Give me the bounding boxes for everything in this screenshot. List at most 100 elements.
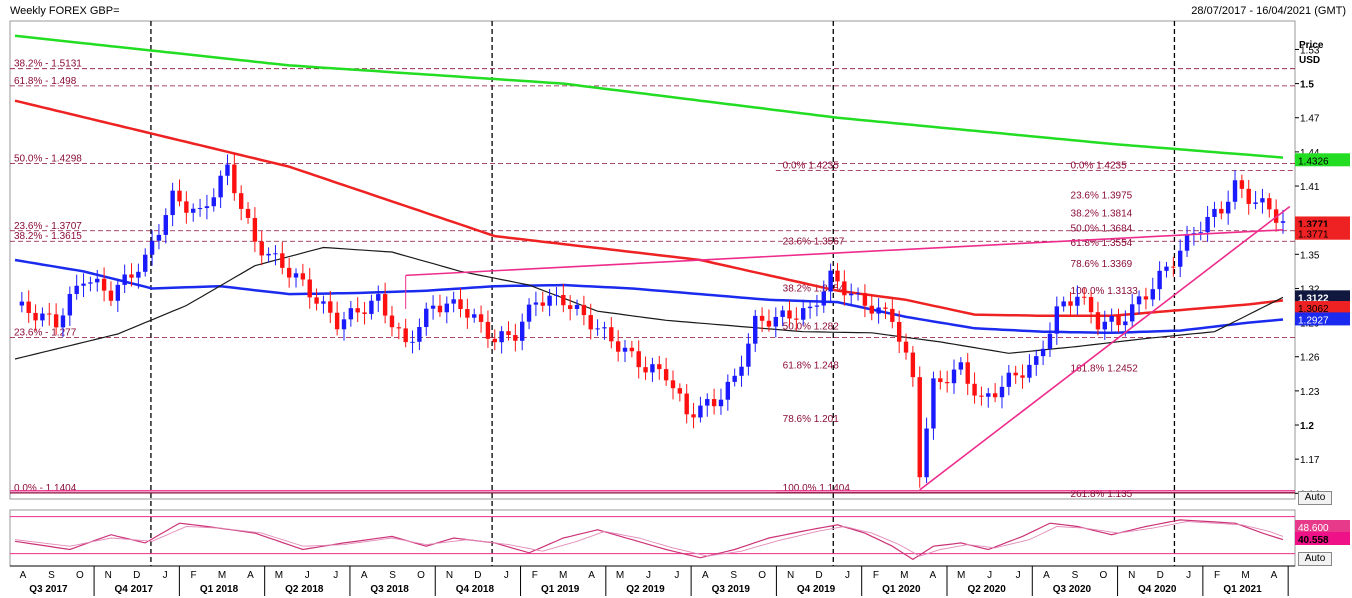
candle-body bbox=[561, 294, 566, 306]
fib-level-label: 78.6% 1.3369 bbox=[1071, 259, 1133, 270]
fib-level-label: 23.6% - 1.3707 bbox=[14, 221, 82, 232]
x-month-label: D bbox=[1157, 570, 1164, 581]
fib-level-label: 50.0% 1.3684 bbox=[1071, 223, 1133, 234]
rsi-plot-frame bbox=[9, 509, 1296, 567]
candle-body bbox=[499, 331, 504, 343]
x-quarter-label: Q2 2020 bbox=[967, 584, 1006, 595]
candle-body bbox=[588, 315, 593, 330]
candle-body bbox=[252, 217, 258, 242]
fib-level-label: 38.2% 1.3814 bbox=[1071, 209, 1133, 220]
x-quarter-label: Q2 2019 bbox=[626, 584, 665, 595]
candle-body bbox=[1123, 321, 1128, 326]
x-month-label: D bbox=[474, 570, 481, 581]
price-label-box bbox=[1295, 226, 1350, 240]
candle-body bbox=[95, 278, 100, 283]
quarter-divider-lines bbox=[150, 21, 1176, 566]
auto-scale-button-rsi[interactable]: Auto bbox=[1298, 552, 1332, 566]
rsi-line bbox=[14, 521, 1284, 557]
x-month-label: M bbox=[616, 570, 624, 581]
candle-body bbox=[1040, 348, 1046, 357]
auto-scale-button-main[interactable]: Auto bbox=[1298, 491, 1332, 505]
x-month-label: O bbox=[758, 570, 766, 581]
candle-body bbox=[1047, 333, 1053, 349]
candle-body bbox=[170, 190, 175, 216]
candle-body bbox=[1082, 296, 1087, 298]
candle-body bbox=[1116, 315, 1121, 326]
rsi-value-box bbox=[1295, 520, 1350, 533]
candle-body bbox=[1006, 372, 1012, 387]
candle-body bbox=[74, 285, 79, 294]
x-month-label: J bbox=[1016, 570, 1021, 581]
fib-level-label: 261.8% 1.135 bbox=[1071, 489, 1133, 500]
candle-body bbox=[451, 299, 456, 304]
fib-level-label: 23.6% 1.3975 bbox=[1071, 190, 1133, 201]
candle-body bbox=[609, 327, 614, 342]
candle-body bbox=[766, 320, 772, 327]
candle-body bbox=[1130, 304, 1135, 322]
x-month-label: S bbox=[389, 570, 396, 581]
candle-body bbox=[369, 300, 374, 314]
candle-body bbox=[547, 295, 552, 306]
candle-body bbox=[1225, 201, 1231, 214]
candle-body bbox=[540, 302, 545, 306]
candle-body bbox=[526, 304, 532, 322]
fib-level-label: 0.0% 1.4235 bbox=[783, 161, 840, 172]
resistance-trend-line bbox=[405, 229, 1284, 277]
y-tick-label: 1.17 bbox=[1300, 455, 1320, 466]
candle-body bbox=[896, 321, 902, 342]
candle-body bbox=[1267, 198, 1272, 210]
candle-body bbox=[403, 328, 408, 343]
price-label-text: 1.3771 bbox=[1298, 219, 1329, 230]
candle-body bbox=[650, 364, 655, 373]
candle-body bbox=[129, 274, 134, 278]
y-tick-label: 1.2 bbox=[1300, 421, 1314, 432]
candle-body bbox=[184, 201, 189, 213]
moving-averages bbox=[14, 34, 1284, 360]
candle-body bbox=[149, 240, 155, 255]
candle-body bbox=[739, 366, 744, 376]
candle-body bbox=[986, 393, 991, 397]
candle-body bbox=[314, 297, 319, 304]
price-label-box bbox=[1295, 301, 1350, 315]
candle-body bbox=[478, 314, 484, 322]
x-quarter-label: Q1 2019 bbox=[541, 584, 580, 595]
x-month-label: M bbox=[559, 570, 567, 581]
price-label-text: 1.3122 bbox=[1298, 293, 1329, 304]
candle-body bbox=[842, 281, 847, 296]
candle-body bbox=[396, 327, 402, 329]
candle-body bbox=[862, 293, 868, 306]
candle-body bbox=[903, 341, 909, 353]
candle-body bbox=[280, 253, 285, 268]
candle-body bbox=[554, 294, 559, 296]
candle-body bbox=[869, 305, 874, 314]
candle-body bbox=[26, 301, 31, 313]
candle-body bbox=[1177, 250, 1183, 267]
moving-average-line bbox=[14, 34, 1284, 159]
price-label-box bbox=[1295, 216, 1350, 230]
candle-body bbox=[574, 304, 580, 309]
candle-body bbox=[444, 303, 450, 313]
candle-body bbox=[1075, 296, 1080, 306]
x-month-label: A bbox=[1271, 570, 1278, 581]
fib-level-label: 100.0% 1.3133 bbox=[1071, 286, 1139, 297]
candle-body bbox=[1068, 301, 1073, 306]
candle-body bbox=[197, 208, 203, 210]
candle-body bbox=[629, 347, 635, 352]
candle-body bbox=[787, 310, 792, 319]
candle-body bbox=[1171, 266, 1176, 268]
candle-body bbox=[458, 299, 463, 310]
price-label-text: 1.3062 bbox=[1298, 304, 1329, 315]
candle-body bbox=[1253, 202, 1258, 204]
candle-body bbox=[1246, 188, 1251, 204]
candle-body bbox=[40, 313, 45, 321]
x-quarter-label: Q3 2018 bbox=[370, 584, 409, 595]
candle-body bbox=[910, 352, 916, 378]
candle-body bbox=[677, 388, 683, 394]
x-quarter-label: Q3 2020 bbox=[1053, 584, 1092, 595]
candle-body bbox=[204, 206, 210, 209]
chart-title: Weekly FOREX GBP= bbox=[10, 5, 120, 17]
candle-body bbox=[1280, 221, 1286, 223]
candle-body bbox=[773, 316, 778, 327]
